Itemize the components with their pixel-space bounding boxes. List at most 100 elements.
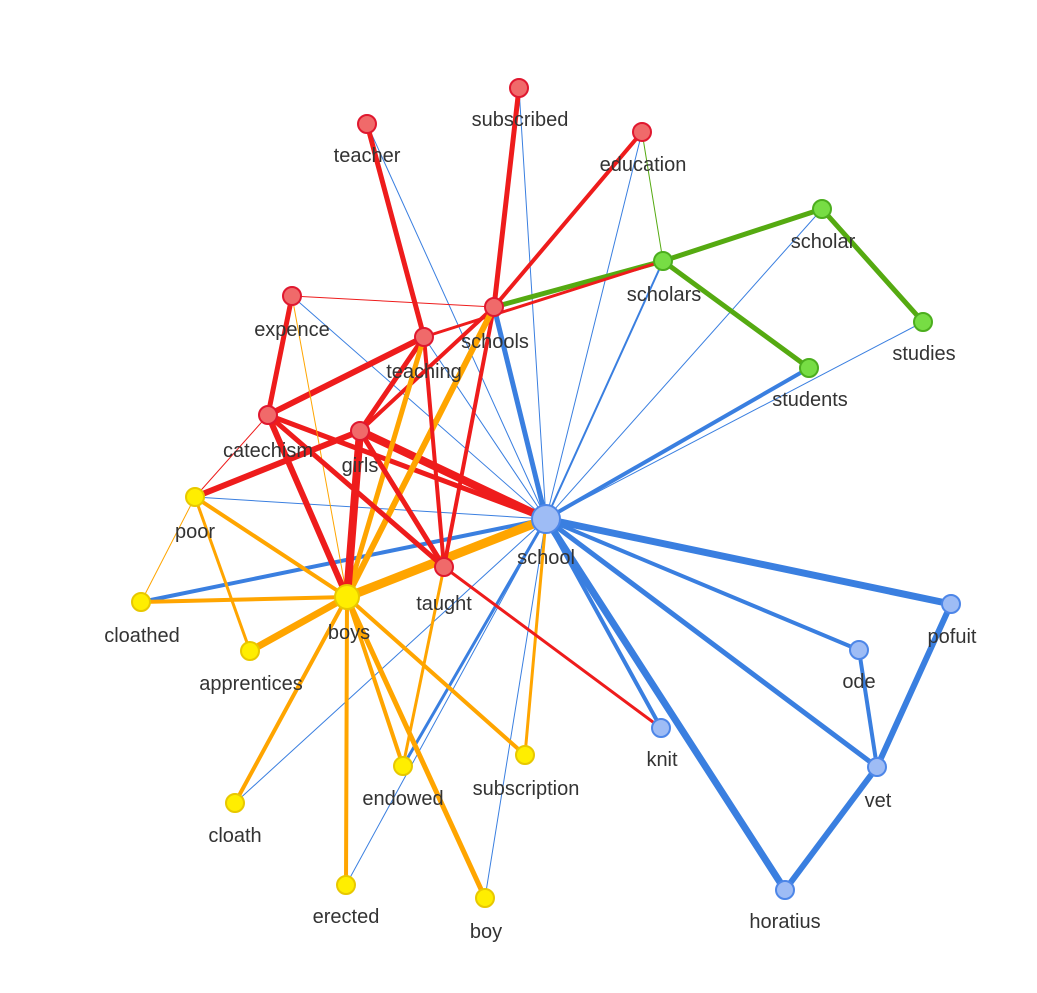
node-subscribed[interactable] [509,78,529,98]
node-knit[interactable] [651,718,671,738]
edge-school-education [545,131,643,520]
node-endowed[interactable] [393,756,413,776]
node-label-education: education [600,154,687,176]
edge-school-students [544,366,811,521]
edge-schools-boys [344,304,497,600]
node-label-students: students [772,389,848,411]
node-horatius[interactable] [775,880,795,900]
node-catechism[interactable] [258,405,278,425]
edge-vet-horatius [782,764,880,893]
edge-boys-apprentices [246,593,351,655]
edge-poor-apprentices [193,495,252,653]
edge-layer [139,85,955,901]
edge-scholars-scholar [660,206,825,264]
node-apprentices[interactable] [240,641,260,661]
node-scholars[interactable] [653,251,673,271]
edge-school-subscription [523,517,548,757]
node-label-boys: boys [328,622,370,644]
node-label-school: school [517,547,575,569]
node-label-ode: ode [842,671,875,693]
edge-girls-boys [343,427,364,601]
edge-school-erected [345,518,547,886]
edge-school-pofuit [542,515,955,608]
edge-boys-boy [344,594,488,901]
edge-scholars-students [660,258,812,371]
node-scholar[interactable] [812,199,832,219]
node-label-horatius: horatius [749,911,820,933]
node-cloath[interactable] [225,793,245,813]
edge-taught-knit [442,565,663,730]
node-label-scholar: scholar [791,231,856,253]
node-label-erected: erected [313,906,380,928]
node-erected[interactable] [336,875,356,895]
node-label-girls: girls [342,455,379,477]
edge-teaching-taught [422,335,446,569]
edge-boys-endowed [345,595,405,768]
edge-schools-education [492,130,644,309]
node-poor[interactable] [185,487,205,507]
edge-school-poor [194,496,547,520]
node-label-teacher: teacher [334,145,401,167]
node-label-knit: knit [646,749,678,771]
node-students[interactable] [799,358,819,378]
edge-school-boy [484,518,547,899]
edge-school-endowed [401,517,548,768]
node-label-catechism: catechism [223,440,313,462]
node-label-subscribed: subscribed [472,109,569,131]
node-pofuit[interactable] [941,594,961,614]
edge-girls-taught [357,428,447,570]
edge-schools-subscribed [491,85,522,310]
edge-boys-subscription [345,595,527,757]
edge-scholar-studies [819,206,926,325]
node-expence[interactable] [282,286,302,306]
edge-boys-cloathed [139,595,349,604]
node-teacher[interactable] [357,114,377,134]
node-layer [131,78,961,908]
node-boys[interactable] [334,584,360,610]
edge-school-catechism [265,412,549,522]
edge-school-scholar [545,208,823,520]
node-label-cloathed: cloathed [104,625,180,647]
edge-school-schools [491,304,549,522]
edge-teaching-boys [344,334,427,600]
edge-catechism-boys [265,412,350,600]
edge-school-horatius [542,515,789,894]
node-label-studies: studies [892,343,955,365]
edge-school-knit [544,517,663,730]
node-label-cloath: cloath [208,825,261,847]
node-ode[interactable] [849,640,869,660]
node-education[interactable] [632,122,652,142]
edge-school-studies [545,321,924,520]
edge-school-vet [543,516,880,770]
node-label-boy: boy [470,921,502,943]
edge-schools-taught [442,305,496,569]
node-taught[interactable] [434,557,454,577]
node-vet[interactable] [867,757,887,777]
node-girls[interactable] [350,421,370,441]
node-schools[interactable] [484,297,504,317]
node-boy[interactable] [475,888,495,908]
node-teaching[interactable] [414,327,434,347]
edge-girls-poor [192,428,363,500]
node-label-expence: expence [254,319,330,341]
node-label-endowed: endowed [362,788,443,810]
edge-teaching-girls [357,334,427,434]
edge-boys-cloath [233,595,349,805]
node-label-schools: schools [461,331,529,353]
node-cloathed[interactable] [131,592,151,612]
edge-teacher-teaching [364,121,427,340]
edge-ode-vet [857,648,879,769]
edge-boys-poor [193,495,349,599]
node-school[interactable] [531,504,561,534]
node-label-teaching: teaching [386,361,462,383]
edge-school-teacher [366,123,547,520]
node-subscription[interactable] [515,745,535,765]
node-label-poor: poor [175,521,215,543]
node-label-scholars: scholars [627,284,701,306]
edge-school-cloathed [139,517,548,604]
node-studies[interactable] [913,312,933,332]
edge-school-ode [544,517,861,652]
edge-boys-erected [344,595,349,887]
